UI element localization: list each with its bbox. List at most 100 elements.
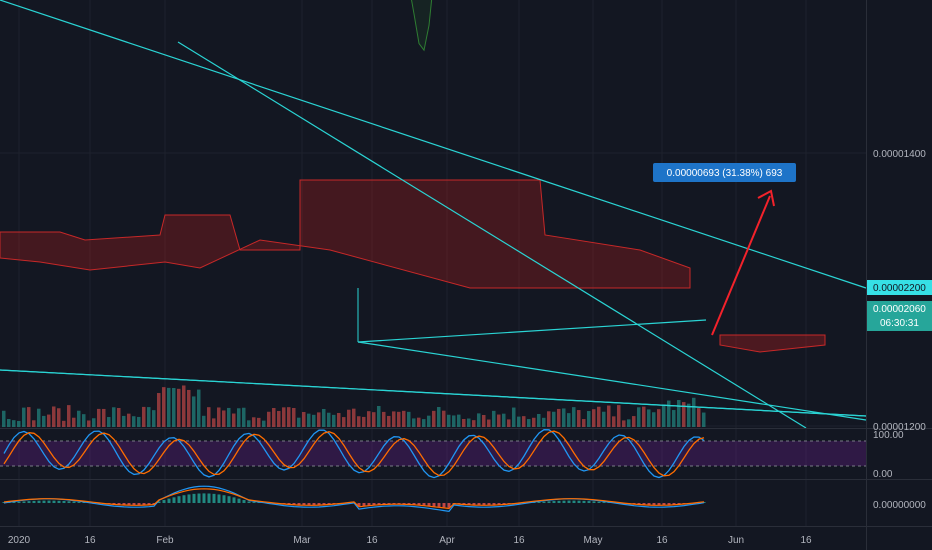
volume-bar bbox=[12, 420, 16, 427]
level-price-tag: 0.00002200 bbox=[867, 280, 932, 295]
macd-bar bbox=[537, 502, 541, 503]
volume-bar bbox=[322, 408, 326, 427]
time-axis[interactable]: 2020 16 Feb Mar 16 Apr 16 May 16 Jun 16 bbox=[8, 535, 812, 546]
macd-bar bbox=[317, 503, 321, 506]
macd-bar bbox=[432, 503, 436, 507]
volume-bar bbox=[572, 407, 576, 427]
macd-lines bbox=[3, 485, 705, 512]
macd-bar bbox=[497, 503, 501, 506]
macd-bar bbox=[192, 493, 196, 503]
volume-bar bbox=[127, 413, 131, 427]
macd-bar bbox=[482, 503, 486, 506]
macd-bar bbox=[467, 503, 471, 506]
macd-bar bbox=[657, 503, 661, 506]
macd-bar bbox=[57, 500, 61, 503]
measure-label-text: 0.00000693 (31.38%) 693 bbox=[667, 168, 783, 179]
macd-bar bbox=[437, 503, 441, 507]
macd-bar bbox=[157, 501, 161, 503]
last-price-tag-text: 0.00002060 bbox=[873, 304, 926, 315]
volume-bar bbox=[227, 407, 231, 427]
volume-bar bbox=[197, 389, 201, 427]
volume-bar bbox=[622, 420, 626, 427]
macd-bar bbox=[132, 503, 136, 506]
volume-bar bbox=[657, 409, 661, 427]
volume-bar bbox=[482, 414, 486, 427]
volume-bar bbox=[637, 407, 641, 427]
volume-bar bbox=[312, 414, 316, 427]
volume-bar bbox=[77, 410, 81, 427]
macd-bar bbox=[72, 501, 76, 503]
measure-tool[interactable]: 0.00000693 (31.38%) 693 bbox=[653, 0, 796, 182]
volume-bar bbox=[307, 413, 311, 427]
price-tick-label: 0.00001400 bbox=[873, 149, 926, 160]
volume-bar bbox=[397, 411, 401, 427]
time-tick-label: 16 bbox=[800, 535, 812, 546]
time-tick-label: 16 bbox=[84, 535, 96, 546]
trendline bbox=[0, 369, 867, 417]
trendline bbox=[177, 41, 807, 429]
macd-bar bbox=[572, 500, 576, 503]
volume-bar bbox=[292, 407, 296, 427]
stoch-rsi-pane[interactable] bbox=[0, 429, 866, 479]
trendline bbox=[357, 319, 707, 343]
volume-bar bbox=[152, 410, 156, 427]
volume-bar bbox=[97, 408, 101, 427]
volume-bar bbox=[297, 417, 301, 427]
bollinger-bands bbox=[411, 0, 433, 52]
macd-bar bbox=[47, 500, 51, 503]
macd-bar bbox=[302, 503, 306, 506]
price-axis[interactable]: 0.000042000.000040000.000038000.00003600… bbox=[873, 0, 926, 433]
volume-bar bbox=[192, 396, 196, 427]
macd-bar bbox=[487, 503, 491, 506]
trendlines[interactable] bbox=[0, 0, 867, 429]
price-pane[interactable]: 0.00000693 (31.38%) 693 bbox=[0, 0, 867, 526]
volume-bar bbox=[422, 419, 426, 427]
macd-bar bbox=[202, 493, 206, 503]
volume-bar bbox=[167, 387, 171, 427]
volume-bar bbox=[602, 411, 606, 427]
projection-arrow-icon[interactable] bbox=[711, 189, 775, 336]
volume-bar bbox=[542, 417, 546, 427]
volume-bar bbox=[157, 393, 161, 427]
macd-bar bbox=[37, 500, 41, 503]
volume-bar bbox=[612, 416, 616, 427]
volume-bar bbox=[232, 413, 236, 427]
volume-bar bbox=[417, 417, 421, 427]
macd-bar bbox=[422, 503, 426, 506]
stoch-axis-label: 100.00 bbox=[873, 430, 904, 441]
measure-label[interactable]: 0.00000693 (31.38%) 693 bbox=[653, 163, 796, 182]
macd-bar bbox=[567, 500, 571, 503]
time-tick-label: 16 bbox=[656, 535, 668, 546]
macd-bar bbox=[322, 503, 326, 506]
macd-bar bbox=[552, 501, 556, 503]
volume-bar bbox=[82, 414, 86, 427]
volume-bar bbox=[582, 419, 586, 427]
macd-bar bbox=[167, 498, 171, 503]
ichimoku-cloud-red bbox=[0, 179, 691, 289]
volume-bar bbox=[562, 408, 566, 427]
macd-bar bbox=[197, 493, 201, 503]
macd-bar bbox=[22, 501, 26, 503]
volume-bar bbox=[427, 415, 431, 427]
volume-bar bbox=[667, 400, 671, 427]
volume-bar bbox=[552, 411, 556, 427]
macd-bar bbox=[357, 503, 361, 507]
macd-bar bbox=[32, 500, 36, 503]
volume-bar bbox=[117, 407, 121, 427]
macd-bar bbox=[122, 503, 126, 506]
volume-bar bbox=[452, 415, 456, 427]
time-tick-label: 16 bbox=[513, 535, 525, 546]
volume-bar bbox=[357, 416, 361, 427]
volume-bar bbox=[72, 417, 76, 427]
arrow-shaft bbox=[711, 195, 771, 336]
volume-bar bbox=[267, 411, 271, 427]
volume-bar bbox=[162, 387, 166, 427]
trendline bbox=[619, 381, 867, 421]
volume-bar bbox=[257, 417, 261, 427]
volume-bar bbox=[367, 411, 371, 427]
macd-pane[interactable] bbox=[2, 485, 706, 512]
volume-bar bbox=[362, 416, 366, 427]
volume-bar bbox=[547, 411, 551, 427]
